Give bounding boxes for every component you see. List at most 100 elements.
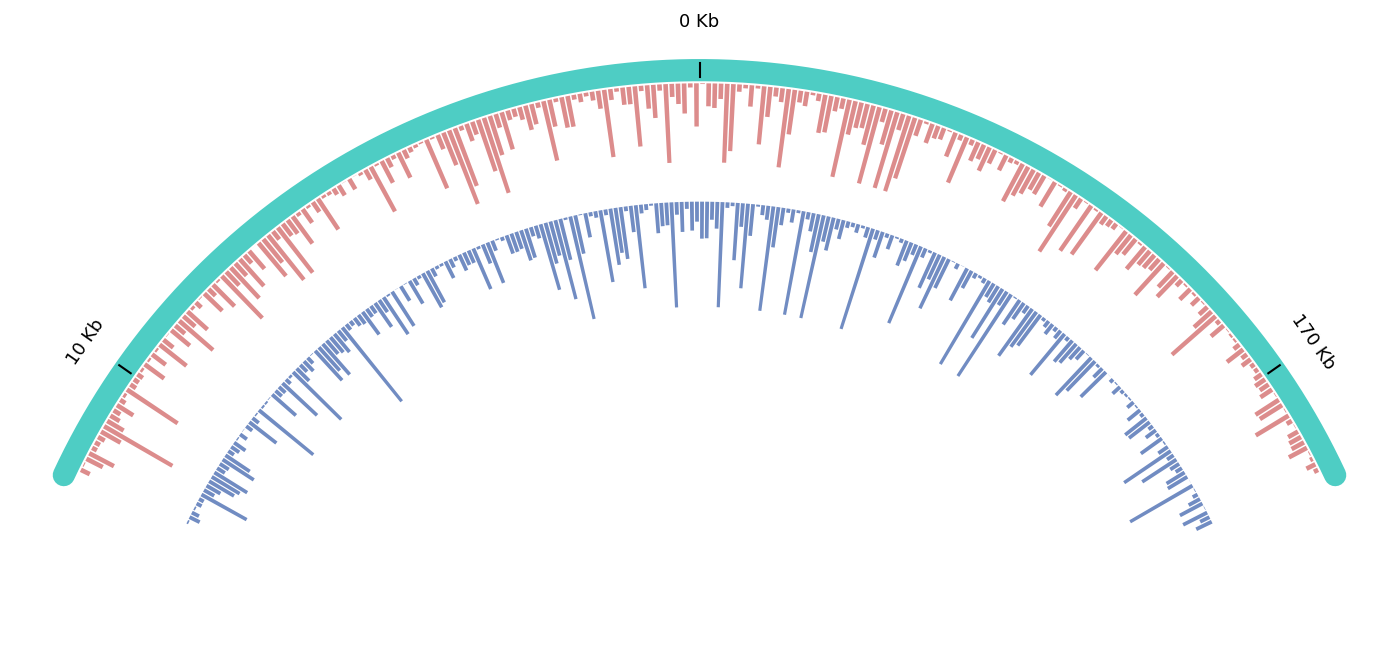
Polygon shape [918, 256, 946, 309]
Polygon shape [80, 468, 91, 476]
Polygon shape [602, 90, 616, 158]
Polygon shape [1241, 357, 1252, 367]
Polygon shape [609, 89, 614, 100]
Polygon shape [1170, 462, 1181, 471]
Polygon shape [765, 87, 772, 117]
Polygon shape [624, 206, 628, 211]
Polygon shape [674, 202, 679, 215]
Polygon shape [1128, 421, 1151, 440]
Polygon shape [1184, 283, 1188, 287]
Polygon shape [1259, 383, 1270, 392]
Polygon shape [116, 403, 134, 418]
Polygon shape [839, 228, 874, 329]
Polygon shape [1195, 520, 1213, 531]
Polygon shape [425, 270, 446, 303]
Polygon shape [1011, 302, 1025, 320]
Polygon shape [824, 217, 835, 251]
Polygon shape [274, 389, 283, 397]
Polygon shape [264, 401, 269, 405]
Polygon shape [1094, 208, 1098, 212]
Polygon shape [823, 96, 834, 133]
Polygon shape [726, 202, 729, 208]
Polygon shape [365, 308, 374, 318]
Polygon shape [1065, 336, 1070, 342]
Polygon shape [166, 333, 169, 337]
Polygon shape [1255, 413, 1290, 438]
Polygon shape [495, 238, 499, 240]
Polygon shape [983, 283, 996, 298]
Polygon shape [1203, 506, 1206, 510]
Polygon shape [1273, 393, 1277, 397]
Polygon shape [810, 92, 816, 96]
Polygon shape [1142, 458, 1178, 484]
Polygon shape [518, 107, 525, 120]
Polygon shape [413, 144, 418, 148]
Polygon shape [119, 398, 126, 405]
Polygon shape [1094, 230, 1128, 271]
Polygon shape [690, 202, 694, 230]
Polygon shape [281, 222, 294, 237]
Polygon shape [548, 221, 561, 256]
Polygon shape [374, 302, 393, 328]
Polygon shape [739, 203, 744, 227]
Polygon shape [122, 393, 127, 398]
Polygon shape [712, 84, 718, 108]
Polygon shape [91, 446, 98, 452]
Polygon shape [1123, 417, 1147, 436]
Polygon shape [1144, 429, 1157, 439]
Polygon shape [193, 506, 196, 510]
Polygon shape [329, 336, 344, 353]
Polygon shape [596, 90, 603, 109]
Polygon shape [194, 301, 203, 309]
Polygon shape [926, 254, 942, 280]
Polygon shape [628, 206, 635, 232]
Polygon shape [1018, 169, 1035, 194]
Polygon shape [509, 233, 519, 253]
Polygon shape [215, 466, 225, 475]
Polygon shape [199, 497, 204, 503]
Polygon shape [529, 104, 539, 125]
Polygon shape [609, 208, 621, 265]
Polygon shape [774, 88, 779, 97]
Polygon shape [816, 94, 828, 134]
Polygon shape [470, 121, 478, 136]
Polygon shape [439, 263, 443, 267]
Polygon shape [968, 139, 975, 146]
Polygon shape [1055, 357, 1093, 396]
Polygon shape [341, 181, 346, 184]
Polygon shape [739, 204, 750, 289]
Polygon shape [218, 462, 229, 471]
Polygon shape [895, 240, 908, 267]
Polygon shape [112, 408, 122, 416]
Polygon shape [880, 108, 888, 123]
Polygon shape [1199, 516, 1210, 524]
Polygon shape [462, 252, 471, 266]
Polygon shape [928, 250, 932, 254]
Polygon shape [932, 126, 940, 139]
Polygon shape [951, 261, 956, 263]
Polygon shape [313, 349, 343, 381]
Polygon shape [975, 144, 986, 160]
Polygon shape [1095, 363, 1100, 368]
Polygon shape [344, 323, 353, 331]
Polygon shape [488, 116, 505, 156]
Polygon shape [1175, 279, 1184, 287]
Polygon shape [618, 207, 630, 259]
Polygon shape [485, 242, 505, 284]
Polygon shape [1038, 194, 1077, 253]
Polygon shape [634, 205, 646, 289]
Polygon shape [832, 97, 839, 112]
Polygon shape [748, 85, 754, 107]
Polygon shape [565, 96, 576, 127]
Polygon shape [589, 212, 593, 216]
Polygon shape [1111, 385, 1122, 395]
Polygon shape [547, 100, 558, 127]
Polygon shape [281, 381, 318, 417]
Polygon shape [457, 254, 469, 271]
Polygon shape [681, 84, 687, 114]
Polygon shape [316, 198, 340, 230]
Polygon shape [1080, 371, 1107, 398]
Polygon shape [1200, 301, 1205, 305]
Polygon shape [676, 84, 681, 104]
Polygon shape [873, 112, 900, 188]
